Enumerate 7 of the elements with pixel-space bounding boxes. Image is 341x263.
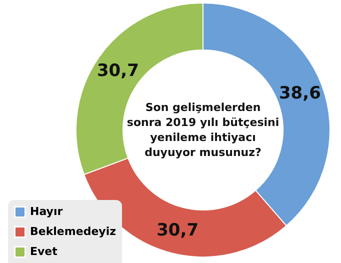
legend-label: Beklemedeyiz [30,225,116,238]
text: Son gelişmelerden sonra 2019 yılı bütçesini yenileme ihtiyacı duyuyor musunuz? [126,101,280,159]
legend-label: Evet [30,245,58,258]
data-label: 38,6 [278,84,321,104]
data-label: 30,7 [96,61,139,82]
legend-label: Hayır [30,205,64,218]
data-label: 30,7 [156,220,199,240]
